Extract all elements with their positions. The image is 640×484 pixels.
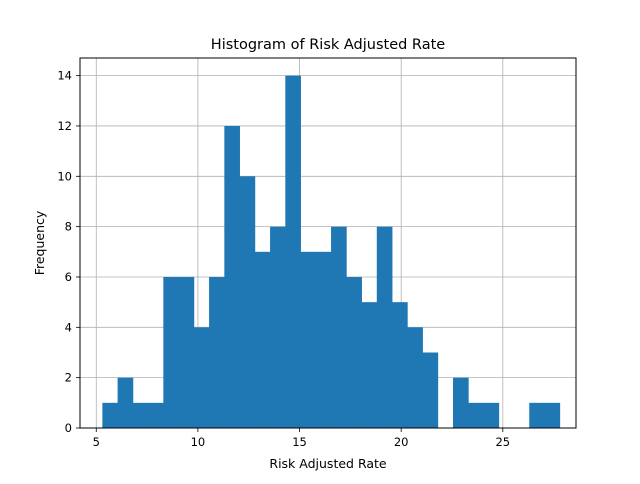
histogram-bar	[224, 125, 240, 429]
histogram-bar	[392, 302, 408, 428]
x-tick-label: 5	[93, 435, 100, 449]
histogram-bar	[239, 176, 256, 428]
histogram-bar	[407, 327, 423, 428]
histogram-bar	[529, 402, 545, 428]
plot-frame	[79, 57, 577, 429]
histogram-bar	[376, 226, 393, 428]
histogram-bar	[148, 402, 164, 428]
chart-title: Histogram of Risk Adjusted Rate	[211, 37, 445, 53]
histogram-bar	[270, 226, 286, 428]
y-tick-label: 0	[65, 421, 72, 435]
y-tick-label: 4	[65, 320, 72, 334]
x-tick-label: 15	[292, 435, 307, 449]
histogram-bar	[209, 276, 225, 428]
histogram-bar	[117, 377, 134, 428]
histogram-bars	[102, 75, 561, 429]
histogram-bar	[102, 402, 119, 428]
histogram-bar	[346, 276, 362, 428]
histogram-bar	[163, 276, 179, 428]
histogram-bar	[361, 302, 378, 428]
histogram-bar	[468, 402, 484, 428]
y-axis-label: Frequency	[32, 210, 47, 275]
y-tick-label: 6	[65, 270, 72, 284]
y-tick-label: 14	[57, 69, 72, 83]
histogram-bar	[254, 251, 271, 428]
y-tick-label: 8	[65, 220, 72, 234]
y-tick-label: 2	[65, 371, 72, 385]
histogram-bar	[483, 402, 500, 428]
histogram-bar	[544, 402, 561, 428]
histogram-bar	[193, 327, 210, 428]
histogram-bar	[178, 276, 195, 428]
y-tick-label: 10	[57, 169, 72, 183]
x-tick-label: 25	[495, 435, 510, 449]
histogram-bar	[331, 226, 347, 428]
x-axis-label: Risk Adjusted Rate	[269, 456, 387, 471]
histogram-bar	[315, 251, 332, 428]
x-tick-label: 20	[394, 435, 409, 449]
histogram-bar	[285, 75, 301, 428]
histogram-bar	[453, 377, 469, 428]
histogram-bar	[132, 402, 149, 428]
y-tick-label: 12	[57, 119, 72, 133]
histogram-bar	[422, 352, 439, 428]
axis-ticks: 5 10 15 20 25 0 2 4 6 8 10 12 14	[57, 69, 510, 449]
histogram-bar	[300, 251, 317, 428]
x-tick-label: 10	[191, 435, 206, 449]
